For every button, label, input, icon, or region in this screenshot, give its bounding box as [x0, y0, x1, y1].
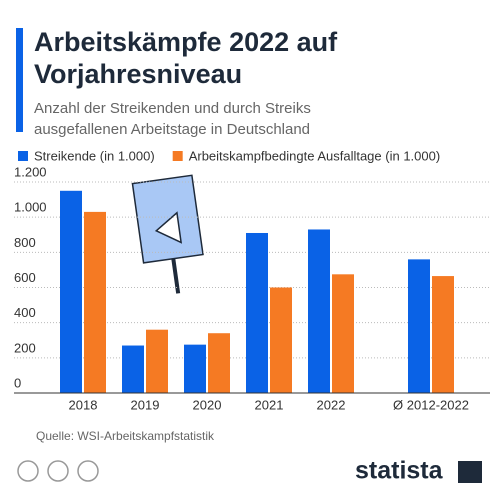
legend-swatch — [18, 151, 28, 161]
brand: statista — [355, 457, 444, 485]
subtitle-line: ausgefallenen Arbeitstage in Deutschland — [34, 121, 310, 138]
legend-label: Arbeitskampfbedingte Ausfalltage (in 1.0… — [189, 148, 441, 163]
brand-logo — [458, 461, 482, 483]
bar — [184, 344, 206, 393]
legend-swatch — [172, 151, 183, 161]
bar — [146, 329, 168, 393]
x-tick-label: 2022 — [317, 397, 346, 412]
x-tick-label: 2019 — [131, 397, 160, 412]
chart-subtitle: Anzahl der Streikenden und durch Streiks… — [34, 100, 311, 138]
y-tick-label: 600 — [14, 270, 36, 285]
bar — [84, 211, 106, 393]
bar — [246, 232, 268, 393]
bar — [208, 333, 230, 393]
title-accent — [16, 28, 23, 132]
y-tick-label: 0 — [14, 375, 21, 390]
bar — [122, 345, 144, 393]
source: Quelle: WSI-Arbeitskampfstatistik — [36, 429, 215, 443]
y-tick-label: 1.000 — [14, 200, 47, 215]
bar — [332, 274, 354, 393]
bar — [432, 276, 454, 393]
title-line: Arbeitskämpfe 2022 auf — [34, 27, 338, 57]
y-tick-label: 800 — [14, 235, 36, 250]
x-tick-label: 2020 — [193, 397, 222, 412]
x-tick-label: 2018 — [69, 397, 98, 412]
bar — [308, 229, 330, 393]
license-icons — [17, 460, 99, 482]
chart-title: Arbeitskämpfe 2022 auf Vorjahresniveau — [34, 27, 338, 89]
legend-label: Streikende (in 1.000) — [34, 148, 155, 163]
bar — [270, 287, 292, 393]
bar — [60, 190, 82, 393]
subtitle-line: Anzahl der Streikenden und durch Streiks — [34, 100, 311, 117]
y-tick-label: 400 — [14, 305, 36, 320]
title-line: Vorjahresniveau — [34, 59, 242, 89]
y-tick-label: 1.200 — [14, 164, 47, 179]
y-tick-label: 200 — [14, 340, 36, 355]
x-tick-label: Ø 2012-2022 — [393, 397, 469, 412]
x-tick-label: 2021 — [255, 397, 284, 412]
bar — [408, 259, 430, 393]
illustration — [131, 174, 204, 294]
